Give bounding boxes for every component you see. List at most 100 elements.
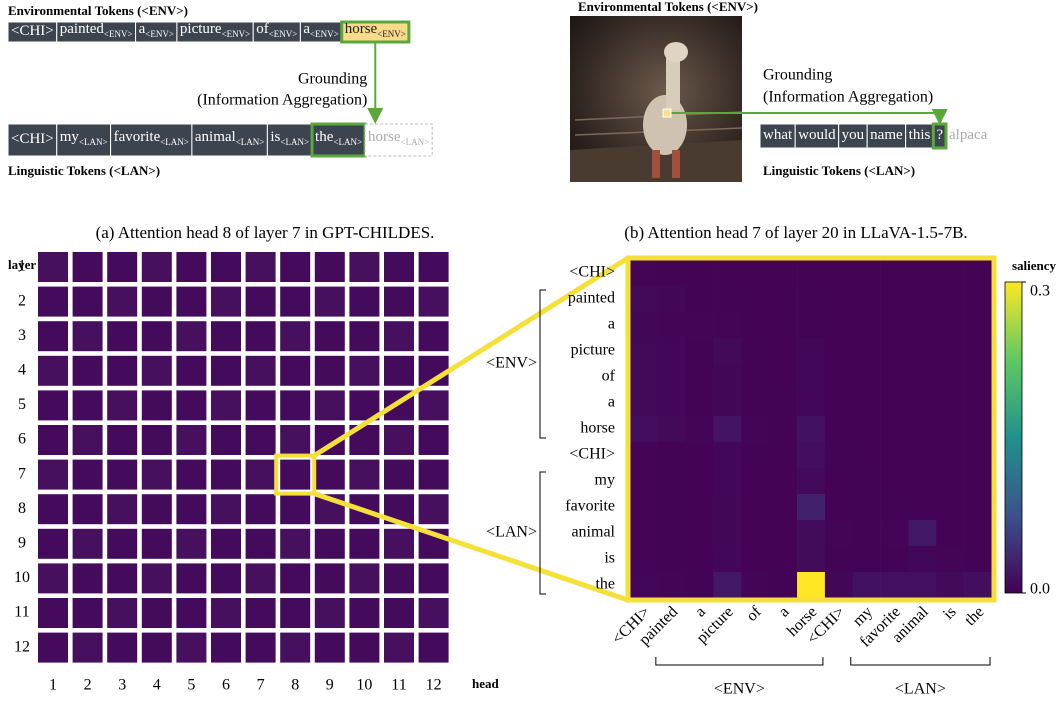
heatmap-cell — [685, 286, 714, 313]
token-box — [56, 123, 112, 157]
heatmap-cell — [713, 286, 742, 313]
token-text: painted<ENV> — [60, 21, 133, 39]
heatmap-cell — [964, 520, 993, 547]
head-thumbnail — [349, 598, 380, 628]
heatmap-cell — [685, 312, 714, 339]
head-thumbnail — [38, 355, 68, 386]
head-thumbnail — [107, 563, 138, 594]
heatmap-cell — [630, 312, 659, 339]
head-thumbnail — [141, 390, 172, 421]
col-label: of — [743, 603, 765, 625]
token-word: painted — [60, 21, 105, 37]
head-thumbnail — [418, 632, 449, 663]
heatmap-cell — [908, 364, 937, 391]
token-text: you — [842, 127, 865, 143]
token-sub: <LAN> — [236, 137, 265, 147]
token: what — [759, 123, 796, 149]
heatmap-cell — [630, 572, 659, 599]
heatmap-cell — [852, 520, 881, 547]
head-thumbnail — [72, 528, 103, 559]
heatmap-cell — [964, 494, 993, 521]
heatmap-cell — [630, 364, 659, 391]
heatmap-cell — [713, 312, 742, 339]
heatmap-cell — [797, 364, 826, 391]
row-label: picture — [571, 342, 615, 359]
heatmap-cell — [685, 442, 714, 469]
head-thumbnail — [384, 459, 414, 490]
token-text: horse<LAN> — [368, 129, 429, 147]
heatmap-cell — [797, 416, 826, 443]
heatmap-cell — [908, 468, 937, 495]
y-tick-label: 8 — [18, 500, 26, 517]
token-box — [266, 123, 313, 157]
token-word: this — [909, 127, 931, 143]
head-thumbnail — [245, 321, 276, 352]
heatmap-cell — [769, 364, 798, 391]
x-tick-label: 10 — [356, 677, 372, 694]
token-box — [7, 123, 58, 157]
row-label: a — [608, 394, 615, 411]
token: painted<ENV> — [56, 21, 137, 43]
heatmap-cell — [908, 338, 937, 365]
token-text: horse<ENV> — [345, 21, 406, 39]
head-thumbnail — [72, 459, 103, 490]
heatmap-cell — [880, 546, 909, 573]
heatmap-cell — [797, 442, 826, 469]
head-thumbnail — [38, 252, 68, 282]
heatmap-cell — [713, 390, 742, 417]
heatmap-cell — [908, 546, 937, 573]
heatmap-cell — [964, 416, 993, 443]
heatmap-cell — [797, 572, 826, 599]
caption: (a) Attention head 8 of layer 7 in GPT-C… — [96, 223, 435, 242]
heatmap-cell — [797, 520, 826, 547]
heatmap-cell — [852, 442, 881, 469]
token-word: what — [763, 127, 793, 143]
token: would — [794, 123, 840, 149]
head-thumbnail — [349, 321, 380, 352]
row-bracket — [539, 471, 546, 595]
head-thumbnail — [418, 425, 449, 455]
head-thumbnail — [280, 563, 311, 594]
row-label: horse — [580, 420, 615, 437]
head-thumbnail — [211, 494, 241, 525]
heatmap-cell — [852, 494, 881, 521]
head-thumbnail — [107, 425, 138, 455]
heatmap-cell — [964, 442, 993, 469]
heatmap-cell — [685, 468, 714, 495]
heatmap-cell — [769, 468, 798, 495]
token-word: my — [60, 129, 80, 145]
token: of<ENV> — [252, 21, 301, 43]
token-word: name — [870, 127, 903, 143]
heatmap-cell — [685, 364, 714, 391]
heatmap-cell — [769, 338, 798, 365]
heatmap-cell — [936, 546, 965, 573]
heatmap-cell — [936, 364, 965, 391]
y-tick-label: 9 — [18, 534, 26, 551]
head-thumbnail — [72, 632, 103, 663]
x-tick-label: 2 — [84, 677, 92, 694]
head-thumbnail — [211, 252, 241, 282]
heatmap-cell — [741, 442, 770, 469]
heatmap-cell — [685, 416, 714, 443]
head-thumbnail — [141, 355, 172, 386]
head-thumbnail — [176, 563, 207, 594]
heatmap-cell — [936, 468, 965, 495]
head-thumbnail — [280, 286, 311, 317]
heatmap-cell — [964, 312, 993, 339]
col-label: a — [776, 603, 793, 620]
heatmap-cell — [713, 520, 742, 547]
head-thumbnail — [176, 598, 207, 628]
heatmap-cell — [964, 390, 993, 417]
heatmap-cell — [880, 338, 909, 365]
token-word: <CHI> — [11, 23, 54, 39]
head-thumbnail — [141, 563, 172, 594]
head-thumbnail — [38, 563, 68, 594]
heatmap-cell — [713, 494, 742, 521]
heatmap-cell — [880, 286, 909, 313]
heatmap-cell — [908, 390, 937, 417]
y-tick-label: 12 — [14, 638, 30, 655]
row-label: a — [608, 316, 615, 333]
head-thumbnail — [418, 286, 449, 317]
heatmap-cell — [657, 468, 686, 495]
heatmap-cell — [852, 286, 881, 313]
